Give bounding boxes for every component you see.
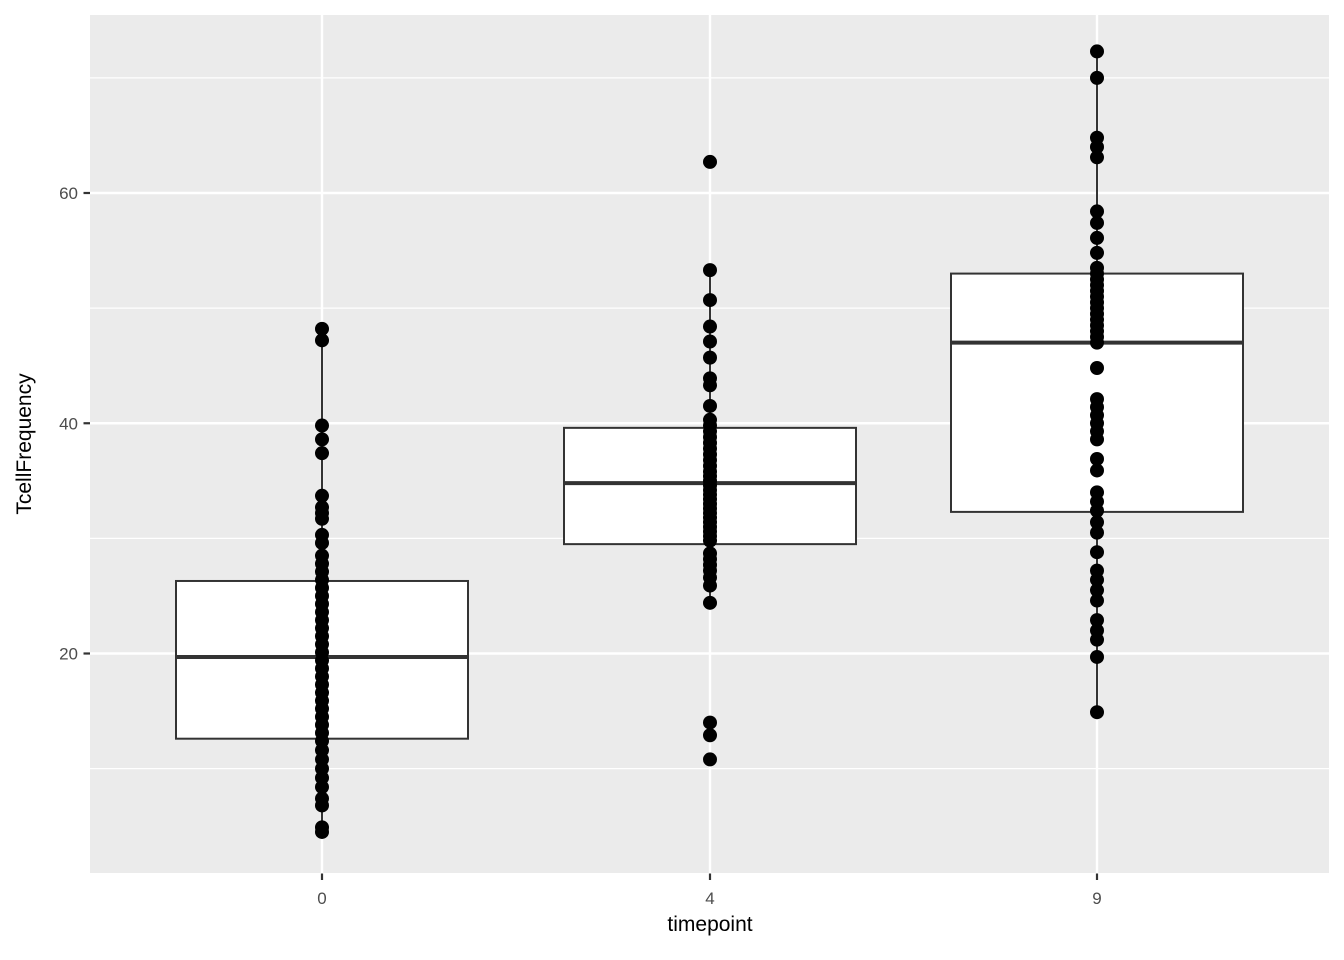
data-point — [703, 398, 717, 413]
data-point — [1090, 245, 1104, 260]
data-point — [703, 715, 717, 730]
data-point — [1090, 649, 1104, 664]
data-point — [1090, 515, 1104, 530]
data-point — [1090, 150, 1104, 165]
y-tick-label: 20 — [59, 645, 78, 664]
x-axis-title: timepoint — [667, 913, 753, 936]
data-point — [703, 263, 717, 278]
data-point — [1090, 335, 1104, 350]
x-tick-label: 9 — [1092, 889, 1101, 908]
data-point — [703, 319, 717, 334]
data-point — [315, 488, 329, 503]
data-point — [1090, 613, 1104, 628]
data-point — [1090, 525, 1104, 540]
data-point — [315, 824, 329, 839]
data-point — [1090, 215, 1104, 230]
data-point — [315, 321, 329, 336]
data-point — [1090, 44, 1104, 59]
data-point — [315, 418, 329, 433]
data-point — [1090, 463, 1104, 478]
data-point — [703, 595, 717, 610]
data-point — [1090, 705, 1104, 720]
data-point — [315, 780, 329, 795]
data-point — [1090, 451, 1104, 466]
x-tick-label: 4 — [705, 889, 714, 908]
data-point — [1090, 70, 1104, 85]
data-point — [1090, 632, 1104, 647]
data-point — [1090, 432, 1104, 447]
y-tick-label: 40 — [59, 414, 78, 433]
y-tick-label: 60 — [59, 184, 78, 203]
data-point — [703, 378, 717, 393]
data-point — [703, 728, 717, 743]
data-point — [703, 154, 717, 169]
data-point — [1090, 572, 1104, 587]
data-point — [315, 511, 329, 526]
data-point — [315, 535, 329, 550]
data-point — [1090, 204, 1104, 219]
data-point — [1090, 503, 1104, 518]
data-point — [315, 333, 329, 348]
data-point — [315, 432, 329, 447]
data-point — [1090, 593, 1104, 608]
data-point — [703, 350, 717, 365]
x-tick-label: 0 — [317, 889, 326, 908]
data-point — [1090, 545, 1104, 560]
data-point — [703, 533, 717, 548]
data-point — [1090, 360, 1104, 375]
data-point — [1090, 230, 1104, 245]
data-point — [703, 752, 717, 767]
data-point — [315, 798, 329, 813]
data-point — [1090, 139, 1104, 154]
data-point — [703, 578, 717, 593]
data-point — [703, 293, 717, 308]
data-point — [1090, 583, 1104, 598]
data-point — [703, 334, 717, 349]
y-axis-title: TcellFrequency — [13, 373, 36, 515]
data-point — [315, 446, 329, 461]
